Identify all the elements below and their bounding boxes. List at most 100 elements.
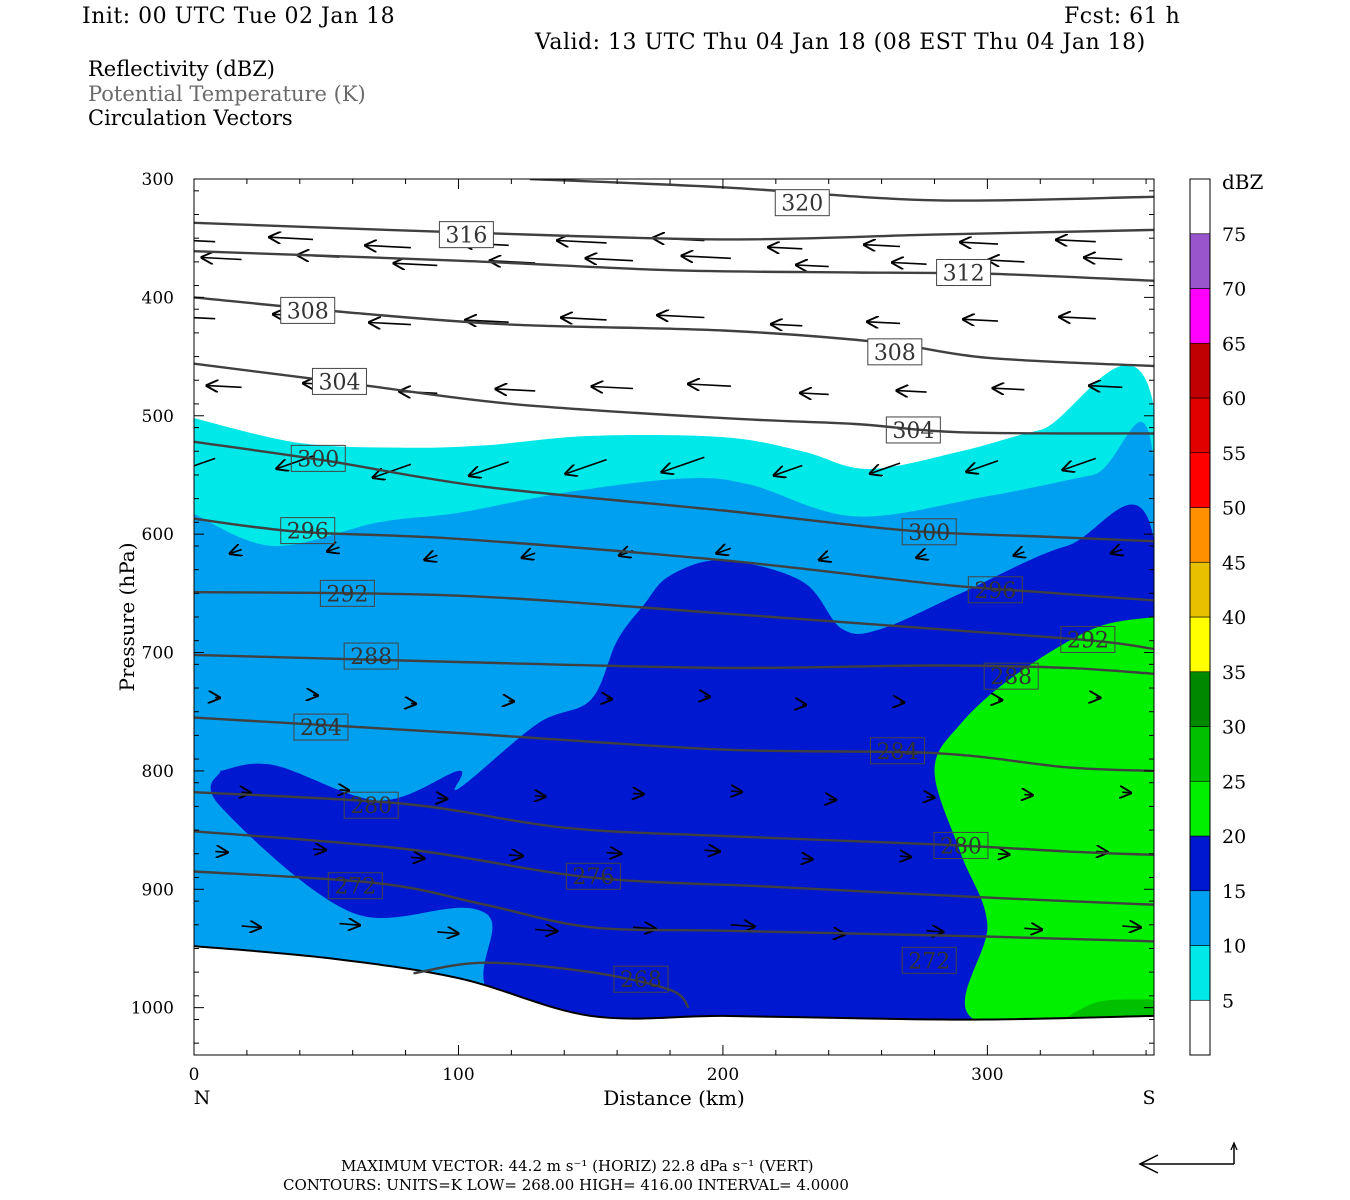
- circulation-vector: [658, 315, 705, 317]
- colorbar-bin: [1189, 999, 1211, 1056]
- colorbar-level-label: 50: [1222, 498, 1246, 520]
- x-end-left: N: [194, 1087, 211, 1109]
- isentrope-label-text: 272: [908, 949, 950, 974]
- circulation-vector: [425, 555, 437, 559]
- isentrope-label-text: 308: [874, 341, 916, 366]
- colorbar-level-label: 40: [1222, 607, 1246, 629]
- colorbar-bin: [1189, 561, 1211, 618]
- circulation-vector: [829, 799, 836, 800]
- reflectivity-region-15dbz: [210, 504, 1154, 1055]
- reflectivity-region-20dbz: [934, 617, 1154, 1054]
- isentrope-label-text: 296: [287, 520, 329, 545]
- circulation-vector: [662, 456, 705, 472]
- y-axis-label: Pressure (hPa): [115, 543, 139, 692]
- isentrope-label: 268: [613, 965, 669, 993]
- circulation-vector: [772, 324, 803, 326]
- circulation-vector: [993, 388, 1025, 390]
- circulation-vector: [871, 462, 901, 473]
- circulation-vector: [682, 256, 731, 258]
- circulation-vector: [774, 464, 803, 476]
- circulation-vector: [558, 241, 607, 243]
- circulation-vector: [1014, 552, 1024, 556]
- circulation-vector: [632, 927, 655, 929]
- colorbar-level-label: 65: [1222, 333, 1246, 355]
- circulation-vector: [215, 851, 227, 852]
- y-tick-label: 1000: [131, 999, 174, 1019]
- circulation-vector: [394, 263, 438, 265]
- circulation-vector: [370, 323, 411, 325]
- valid-time: Valid: 13 UTC Thu 04 Jan 18 (08 EST Thu …: [535, 30, 1146, 55]
- isentrope-line-296: [194, 517, 1154, 602]
- colorbar-level-label: 15: [1222, 881, 1246, 903]
- circulation-vector: [207, 386, 242, 388]
- circulation-vector: [964, 319, 999, 321]
- colorbar-level-label: 5: [1222, 990, 1234, 1012]
- circulation-vector: [704, 850, 719, 851]
- terrain-line: [194, 945, 1154, 1021]
- colorbar-bin: [1189, 671, 1211, 727]
- circulation-vector: [927, 797, 934, 798]
- isentrope-line-272: [194, 870, 1154, 943]
- colorbar-level-label: 35: [1222, 662, 1246, 684]
- colorbar-level-label: 25: [1222, 771, 1246, 793]
- max-vector-note: MAXIMUM VECTOR: 44.2 m s⁻¹ (HORIZ) 22.8 …: [341, 1157, 814, 1175]
- x-tick-label: 0: [189, 1065, 200, 1085]
- isentrope-line-284: [194, 716, 1154, 773]
- isentrope-label-text: 268: [620, 968, 662, 993]
- isentrope-label: 316: [438, 221, 494, 249]
- colorbar-bin: [1189, 288, 1211, 344]
- circulation-vector: [868, 322, 901, 324]
- isentrope-label: 312: [936, 259, 992, 287]
- circulation-vector: [586, 258, 634, 260]
- colorbar-level-label: 60: [1222, 388, 1246, 410]
- circulation-vector: [410, 857, 424, 858]
- circulation-vector: [802, 859, 812, 860]
- colorbar-level-label: 30: [1222, 717, 1246, 739]
- circulation-vector: [730, 925, 754, 927]
- circulation-vector: [1122, 792, 1130, 793]
- circulation-vector: [633, 793, 643, 794]
- circulation-vector: [535, 930, 557, 932]
- isentrope-line-316: [194, 221, 1154, 241]
- circulation-vector: [797, 265, 829, 267]
- isentrope-label-text: 312: [943, 262, 985, 287]
- circulation-vector: [1085, 258, 1123, 260]
- isentrope-label-text: 320: [781, 192, 823, 217]
- colorbar-bin: [1189, 233, 1211, 289]
- y-tick-label: 800: [142, 762, 174, 782]
- field-title-reflectivity: Reflectivity (dBZ): [88, 57, 276, 81]
- circulation-vector: [989, 260, 1025, 262]
- forecast-hour: Fcst: 61 h: [1064, 4, 1181, 29]
- reflectivity-region-25dbz: [1066, 999, 1154, 1021]
- field-title-vectors: Circulation Vectors: [88, 106, 293, 130]
- circulation-vector: [820, 557, 829, 560]
- isentrope-label: 292: [1060, 625, 1116, 653]
- isentrope-label-text: 300: [297, 447, 339, 472]
- circulation-vector: [437, 798, 446, 799]
- isentrope-label-text: 304: [892, 419, 934, 444]
- isentrope-line-276: [194, 830, 1154, 906]
- x-axis-label: Distance (km): [603, 1086, 745, 1110]
- x-end-right: S: [1142, 1087, 1155, 1109]
- circulation-vector: [366, 245, 411, 247]
- isentrope-label: 276: [565, 862, 621, 890]
- x-tick-label: 200: [707, 1065, 739, 1085]
- colorbar-level-label: 55: [1222, 443, 1246, 465]
- circulation-vector: [897, 391, 927, 393]
- isentrope-label: 296: [280, 517, 336, 545]
- circulation-vector: [893, 263, 927, 265]
- colorbar-bin: [1189, 397, 1211, 454]
- x-tick-label: 100: [442, 1065, 474, 1085]
- y-tick-label: 900: [142, 880, 174, 900]
- isentrope-label: 292: [319, 579, 375, 607]
- isentrope-label: 284: [869, 737, 925, 765]
- colorbar-level-label: 70: [1222, 279, 1246, 301]
- colorbar-bin: [1189, 835, 1211, 892]
- circulation-vector: [1024, 795, 1032, 796]
- colorbar-bin: [1189, 616, 1211, 673]
- isentrope-line-268: [413, 961, 690, 1009]
- isentrope-line-312: [194, 250, 1154, 282]
- circulation-vector: [230, 550, 241, 554]
- colorbar-level-label: 75: [1222, 224, 1246, 246]
- isentrope-label-text: 276: [572, 865, 614, 890]
